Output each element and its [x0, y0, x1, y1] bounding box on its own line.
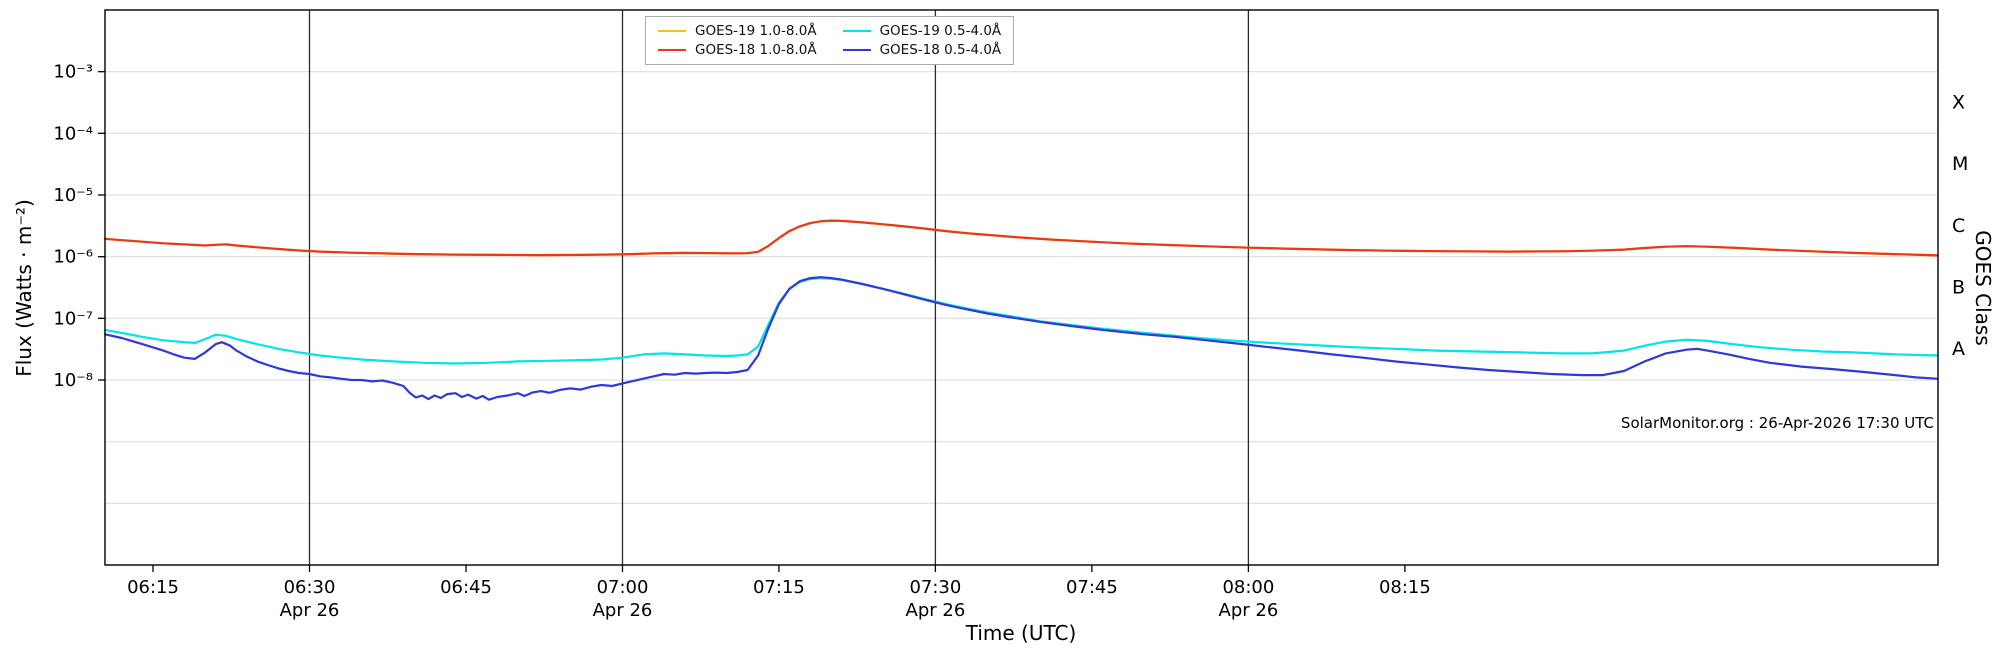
legend-line-sample-goes18-long — [658, 49, 686, 51]
y-tick-label: 10⁻³ — [53, 62, 93, 83]
y-axis-title: Flux (Watts · m⁻²) — [12, 199, 36, 377]
x-tick-label: 06:45 — [440, 577, 492, 598]
goes-class-label: C — [1952, 215, 1965, 237]
series-line-goes18-short — [103, 276, 1939, 401]
legend-line-sample-goes19-short — [842, 30, 871, 32]
x-tick-label: 06:30 — [284, 577, 336, 598]
legend-item-goes19-long: GOES-19 1.0-8.0Å — [658, 23, 817, 39]
y-tick-label: 10⁻⁵ — [53, 185, 93, 206]
y-tick-label: 10⁻⁴ — [53, 123, 93, 144]
legend-label: GOES-18 0.5-4.0Å — [879, 42, 1002, 58]
x-date-label: Apr 26 — [1219, 600, 1279, 621]
x-tick-label: 08:00 — [1222, 577, 1274, 598]
legend-line-sample-goes19-long — [658, 30, 686, 32]
goes-class-label: M — [1952, 153, 1968, 175]
goes-class-label: X — [1952, 92, 1965, 114]
watermark-text: SolarMonitor.org : 26-Apr-2026 17:30 UTC — [1620, 414, 1934, 432]
goes-class-label: A — [1952, 338, 1965, 360]
series-line-goes19-short — [103, 277, 1939, 365]
x-tick-label: 06:15 — [127, 577, 179, 598]
x-tick-label: 07:45 — [1066, 577, 1118, 598]
x-date-label: Apr 26 — [280, 600, 340, 621]
legend-label: GOES-19 0.5-4.0Å — [879, 23, 1002, 39]
legend-label: GOES-19 1.0-8.0Å — [695, 23, 817, 39]
y-tick-label: 10⁻⁶ — [53, 247, 93, 268]
plot-frame — [104, 9, 1939, 566]
legend-item-goes18-long: GOES-18 1.0-8.0Å — [658, 42, 817, 58]
x-tick-label: 08:15 — [1379, 577, 1431, 598]
x-tick-label: 07:00 — [597, 577, 649, 598]
legend-item-goes18-short: GOES-18 0.5-4.0Å — [842, 42, 1002, 58]
y-tick-label: 10⁻⁸ — [53, 370, 93, 391]
series-line-goes18-long — [103, 219, 1939, 257]
x-date-label: Apr 26 — [906, 600, 966, 621]
goes-class-label: B — [1952, 277, 1965, 299]
legend: GOES-19 1.0-8.0Å GOES-18 1.0-8.0Å GOES-19 … — [645, 16, 1015, 65]
y-tick-label: 10⁻⁷ — [53, 308, 93, 329]
legend-label: GOES-18 1.0-8.0Å — [695, 42, 817, 58]
x-tick-label: 07:15 — [753, 577, 805, 598]
legend-line-sample-goes18-short — [842, 49, 871, 51]
right-axis-title: GOES Class — [1971, 230, 1995, 346]
legend-item-goes19-short: GOES-19 0.5-4.0Å — [842, 23, 1002, 39]
x-axis-title: Time (UTC) — [965, 621, 1077, 645]
x-tick-label: 07:30 — [909, 577, 961, 598]
x-date-label: Apr 26 — [593, 600, 653, 621]
